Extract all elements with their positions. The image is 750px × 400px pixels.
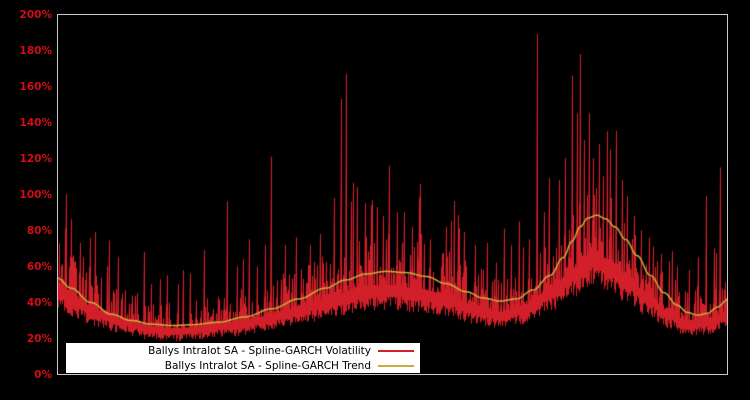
y-axis-tick-label: 80% xyxy=(26,224,52,237)
trend-line-swatch xyxy=(378,364,414,367)
y-axis-tick-label: 60% xyxy=(26,260,52,273)
legend-label-trend: Ballys Intralot SA - Spline-GARCH Trend xyxy=(164,359,371,372)
legend-label-volatility: Ballys Intralot SA - Spline-GARCH Volati… xyxy=(148,344,371,357)
legend-item-volatility: Ballys Intralot SA - Spline-GARCH Volati… xyxy=(66,344,420,358)
y-axis-tick-label: 20% xyxy=(26,332,52,345)
y-axis-tick-label: 100% xyxy=(19,188,52,201)
y-axis-tick-label: 160% xyxy=(19,80,52,93)
y-axis-tick-label: 40% xyxy=(26,296,52,309)
y-axis-tick-label: 140% xyxy=(19,116,52,129)
legend: Ballys Intralot SA - Spline-GARCH Volati… xyxy=(66,343,420,373)
y-axis-tick-label: 200% xyxy=(19,8,52,21)
legend-item-trend: Ballys Intralot SA - Spline-GARCH Trend xyxy=(66,359,420,373)
plot-border xyxy=(57,14,728,375)
y-axis-tick-label: 120% xyxy=(19,152,52,165)
y-axis-tick-label: 180% xyxy=(19,44,52,57)
volatility-line-swatch xyxy=(378,349,414,352)
y-axis: 0% 20% 40% 60% 80% 100% 120% 140% 160% 180% 200% xyxy=(0,0,52,400)
y-axis-tick-label: 0% xyxy=(34,368,52,381)
